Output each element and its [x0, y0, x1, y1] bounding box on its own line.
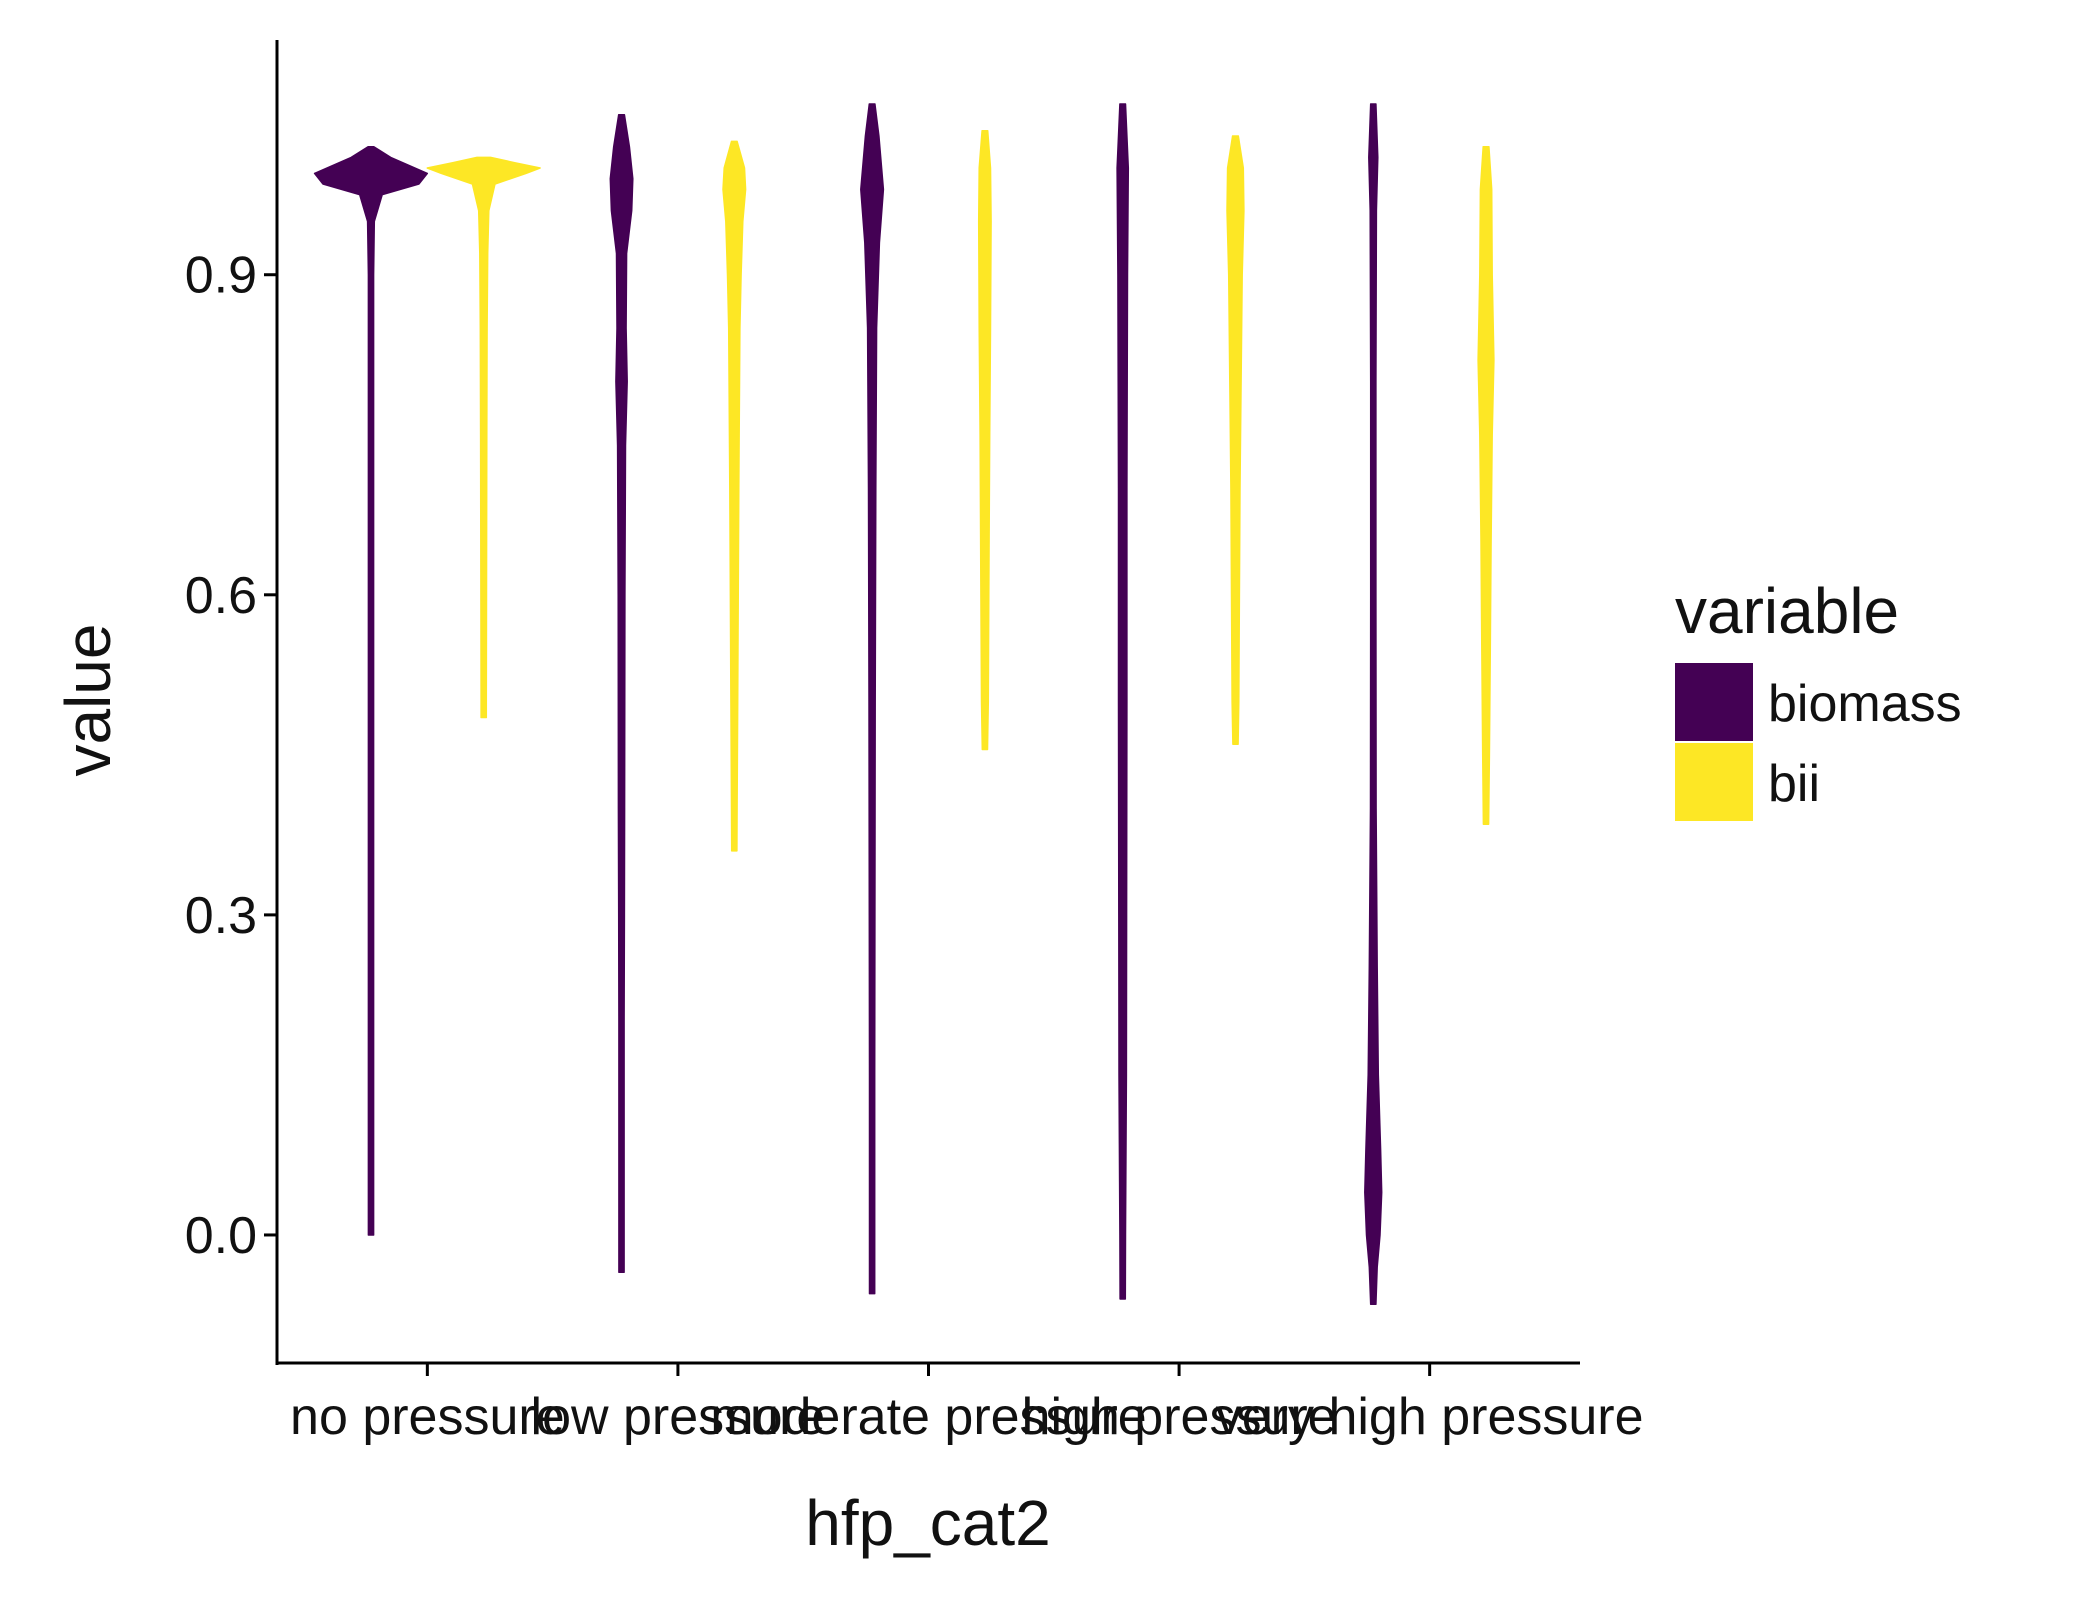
violin-biomass-moderate-pressure: [860, 103, 885, 1295]
x-tick-label: low pressure: [531, 1388, 826, 1446]
y-tick-label: 0.0: [185, 1207, 257, 1265]
y-tick-label: 0.3: [185, 887, 257, 945]
legend-swatch-biomass: [1675, 663, 1753, 741]
violin-biomass-low-pressure: [609, 113, 634, 1274]
violins-layer: [313, 103, 1495, 1306]
violin-bii-no-pressure: [426, 156, 541, 719]
x-tick-label: moderate pressure: [710, 1388, 1146, 1446]
violin-biomass-high-pressure: [1116, 103, 1130, 1300]
violin-bii-very-high-pressure: [1477, 145, 1495, 825]
x-tick-label: high pressure: [1022, 1388, 1337, 1446]
violin-biomass-very-high-pressure: [1364, 103, 1383, 1306]
x-tick-label: no pressure: [290, 1388, 565, 1446]
legend-swatch-bii: [1675, 743, 1753, 821]
legend: variable biomass bii: [1675, 575, 1962, 821]
violin-biomass-no-pressure: [313, 145, 429, 1236]
y-tick-label: 0.6: [185, 567, 257, 625]
y-axis-title: value: [52, 624, 124, 777]
x-axis-title: hfp_cat2: [805, 1487, 1051, 1559]
y-tick-label: 0.9: [185, 247, 257, 305]
violin-bii-high-pressure: [1226, 135, 1245, 745]
violin-bii-low-pressure: [722, 140, 747, 852]
legend-label-bii: bii: [1768, 755, 1820, 813]
legend-title: variable: [1675, 575, 1899, 647]
legend-label-biomass: biomass: [1768, 675, 1962, 733]
violin-bii-moderate-pressure: [977, 129, 992, 751]
x-tick-label: very high pressure: [1216, 1388, 1644, 1446]
